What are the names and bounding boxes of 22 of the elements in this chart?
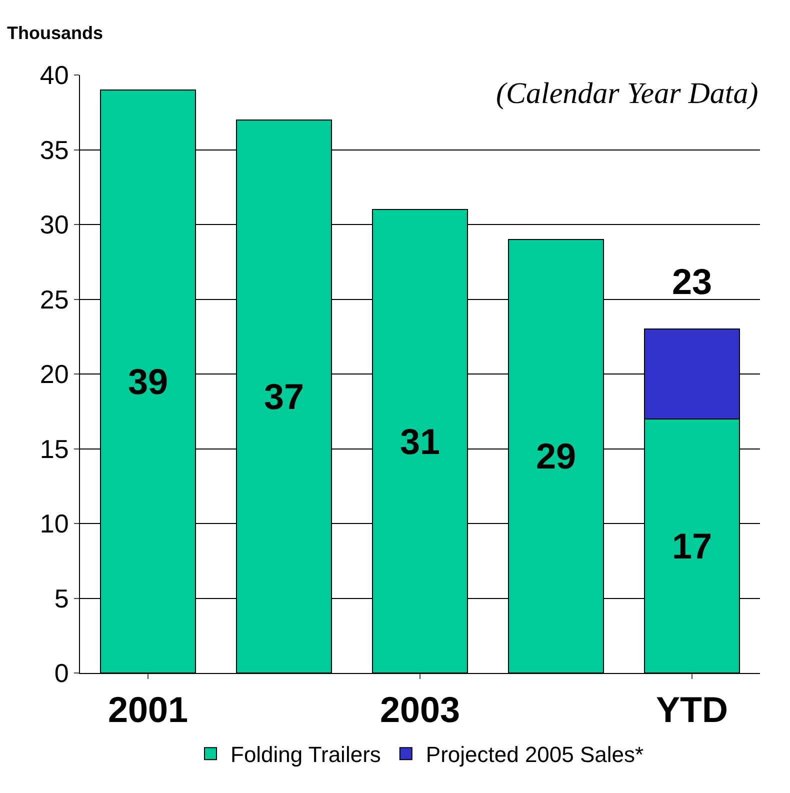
y-tick-label: 20 (40, 359, 69, 390)
x-tick-label: 2003 (380, 689, 460, 730)
y-tick-label: 40 (40, 60, 69, 90)
y-tick-label: 15 (40, 434, 69, 464)
y-tick-label: 5 (54, 583, 69, 614)
data-label: 17 (672, 525, 712, 566)
legend-label: Projected 2005 Sales* (426, 742, 644, 768)
data-label: 37 (264, 376, 304, 417)
legend-label: Folding Trailers (230, 742, 381, 768)
y-tick-label: 30 (40, 210, 69, 240)
x-tick-label: 2001 (108, 689, 188, 730)
total-label: 23 (672, 261, 712, 302)
y-tick-label: 10 (40, 508, 69, 539)
data-label: 39 (128, 360, 168, 402)
y-tick-label: 0 (54, 658, 69, 688)
x-tick-label: YTD (656, 689, 728, 730)
y-tick-label: 35 (40, 134, 69, 165)
y-axis-title: Thousands (7, 23, 104, 43)
annotation: (Calendar Year Data) (496, 77, 758, 110)
y-tick-label: 25 (40, 284, 69, 314)
data-label: 29 (536, 436, 576, 477)
data-label: 31 (400, 420, 440, 462)
